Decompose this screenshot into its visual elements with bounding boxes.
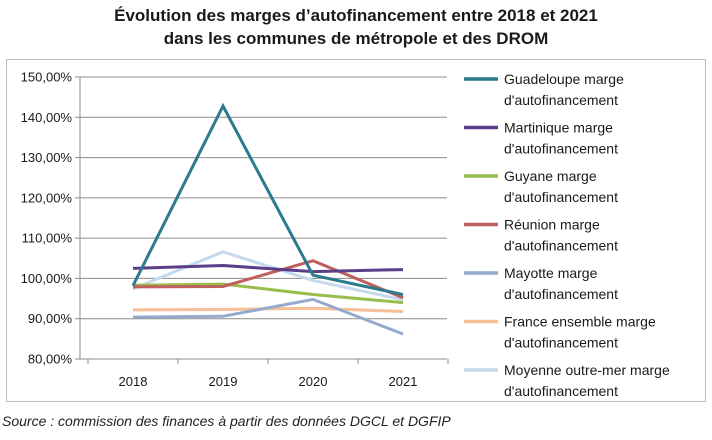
gridlines bbox=[80, 76, 447, 360]
legend: Guadeloupe marged'autofinancementMartini… bbox=[464, 71, 670, 399]
series-line-2 bbox=[132, 282, 404, 305]
series-lines bbox=[131, 102, 404, 336]
legend-item: Guadeloupe marge d'autofinancement bbox=[464, 71, 624, 108]
series-line-4 bbox=[132, 297, 404, 336]
y-tick-label: 110,00% bbox=[22, 231, 73, 246]
series-line-0 bbox=[131, 102, 404, 297]
series-line-6 bbox=[132, 250, 404, 302]
x-tick-label: 2021 bbox=[389, 374, 418, 389]
legend-label-line-2: d'autofinancement bbox=[504, 141, 618, 157]
legend-item: Martinique marge d'autofinancement bbox=[464, 120, 618, 157]
chart-title-line-2: dans les communes de métropole et des DR… bbox=[163, 29, 549, 48]
x-tick-label: 2020 bbox=[299, 374, 328, 389]
series-line-3 bbox=[132, 259, 404, 300]
legend-item: Guyane marge d'autofinancement bbox=[464, 168, 618, 205]
x-tick-label: 2018 bbox=[119, 374, 148, 389]
y-axis-ticks: 80,00% 90,00% 100,00% 110,00% 120,00% 130,00%… bbox=[21, 70, 81, 367]
chart-title: Évolution des marges d’autofinancement e… bbox=[0, 4, 712, 50]
legend-label-line-1: Moyenne outre-mer marge bbox=[504, 362, 670, 378]
legend-label-line-1: Mayotte marge bbox=[504, 265, 598, 281]
chart-frame bbox=[6, 59, 706, 402]
legend-item: France ensemble marge d'autofinancement bbox=[464, 314, 656, 351]
legend-label-line-2: d'autofinancement bbox=[504, 92, 618, 108]
y-tick-label: 90,00% bbox=[28, 311, 73, 326]
legend-label-line-1: France ensemble marge bbox=[504, 314, 656, 330]
legend-label-line-1: Martinique marge bbox=[504, 120, 613, 136]
legend-item: Réunion marge d'autofinancement bbox=[464, 217, 618, 254]
line-chart: 80,00% 90,00% 100,00% 110,00% 120,00% 130,00%… bbox=[21, 70, 670, 400]
legend-label-line-1: Guadeloupe marge bbox=[504, 71, 624, 87]
y-tick-label: 150,00% bbox=[21, 70, 73, 85]
y-tick-label: 80,00% bbox=[28, 352, 73, 367]
y-tick-label: 140,00% bbox=[21, 110, 73, 125]
x-axis-ticks: 2018 2019 2020 2021 bbox=[87, 359, 449, 389]
source-note: Source : commission des finances à parti… bbox=[2, 413, 451, 429]
legend-label-line-2: d'autofinancement bbox=[504, 286, 618, 302]
legend-label-line-2: d'autofinancement bbox=[504, 335, 618, 351]
series-line-1 bbox=[132, 264, 404, 274]
legend-label-line-2: d'autofinancement bbox=[504, 189, 618, 205]
legend-label-line-1: Guyane marge bbox=[504, 168, 597, 184]
legend-label-line-2: d'autofinancement bbox=[504, 238, 618, 254]
y-tick-label: 130,00% bbox=[21, 150, 73, 165]
legend-label-line-1: Réunion marge bbox=[504, 217, 600, 233]
x-tick-label: 2019 bbox=[209, 374, 238, 389]
legend-item: Moyenne outre-mer marge d'autofinancement bbox=[464, 362, 670, 399]
chart-title-line-1: Évolution des marges d’autofinancement e… bbox=[114, 6, 598, 25]
legend-label-line-2: d'autofinancement bbox=[504, 383, 618, 399]
y-tick-label: 120,00% bbox=[21, 190, 73, 205]
legend-item: Mayotte marge d'autofinancement bbox=[464, 265, 618, 302]
y-tick-label: 100,00% bbox=[21, 271, 73, 286]
